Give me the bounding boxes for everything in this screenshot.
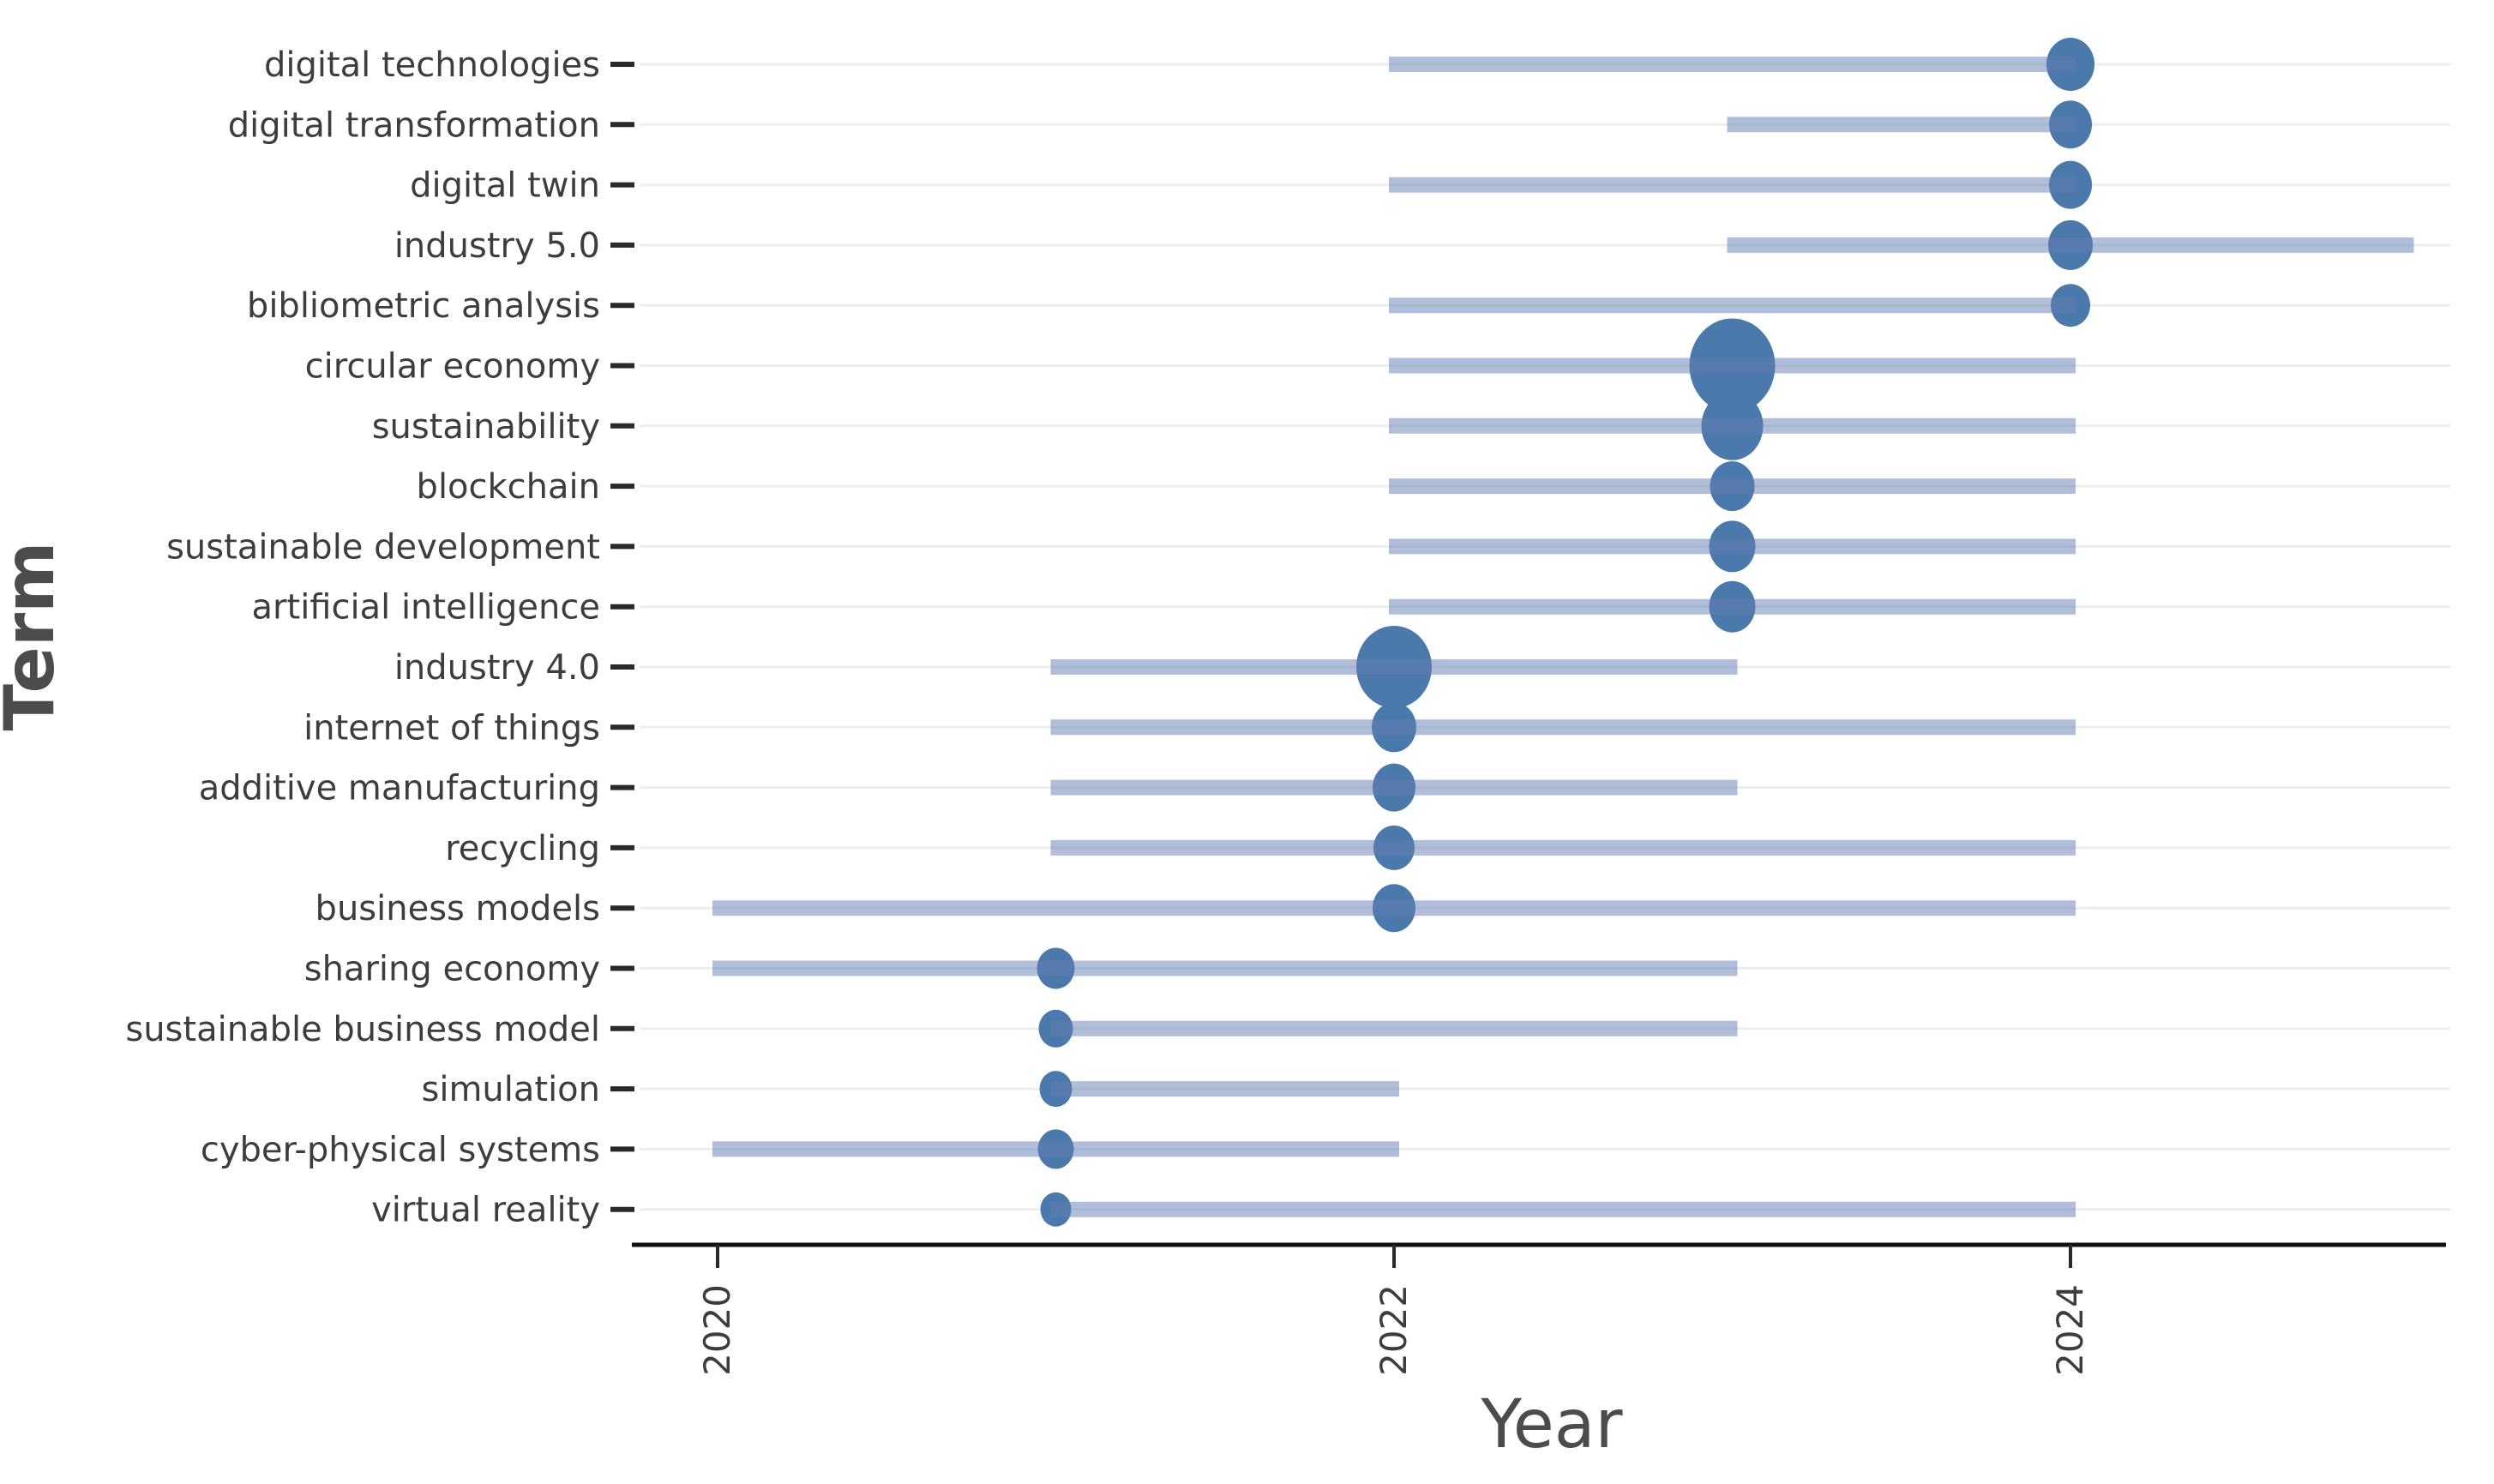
- y-axis-title: Term: [0, 541, 69, 730]
- y-axis: digital technologies digital transformati…: [125, 45, 634, 1230]
- y-tick-label: industry 4.0: [394, 648, 600, 688]
- y-tick-label: digital transformation: [228, 105, 600, 145]
- gridlines: [640, 63, 2450, 1211]
- y-tick-label: circular economy: [305, 347, 600, 387]
- y-tick-label: additive manufacturing: [199, 769, 600, 808]
- y-tick-label: cyber-physical systems: [201, 1130, 600, 1169]
- y-tick-label: bibliometric analysis: [247, 286, 600, 326]
- x-axis: 2020 2022 2024: [632, 1242, 2446, 1376]
- y-tick-label: sustainable business model: [125, 1010, 600, 1049]
- y-tick-label: sustainability: [372, 407, 600, 447]
- year-range-lines: [712, 57, 2414, 1217]
- y-tick-label: sustainable development: [166, 527, 600, 567]
- y-tick-label: simulation: [421, 1070, 600, 1109]
- y-tick-label: recycling: [445, 829, 600, 868]
- y-tick-label: internet of things: [303, 708, 600, 748]
- x-tick-label: 2022: [1373, 1284, 1415, 1376]
- x-tick-label: 2024: [2049, 1284, 2091, 1376]
- y-tick-label: digital twin: [410, 166, 600, 206]
- y-tick-label: industry 5.0: [394, 226, 600, 266]
- frequency-bubbles: [1037, 38, 2094, 1227]
- y-tick-label: virtual reality: [371, 1191, 600, 1230]
- y-tick-label: blockchain: [417, 467, 600, 507]
- x-axis-title: Year: [1480, 1386, 1623, 1463]
- y-tick-label: digital technologies: [264, 45, 600, 85]
- y-tick-label: artificial intelligence: [252, 588, 600, 628]
- y-tick-label: business models: [316, 889, 600, 928]
- x-tick-label: 2020: [696, 1284, 738, 1376]
- y-tick-label: sharing economy: [304, 950, 600, 989]
